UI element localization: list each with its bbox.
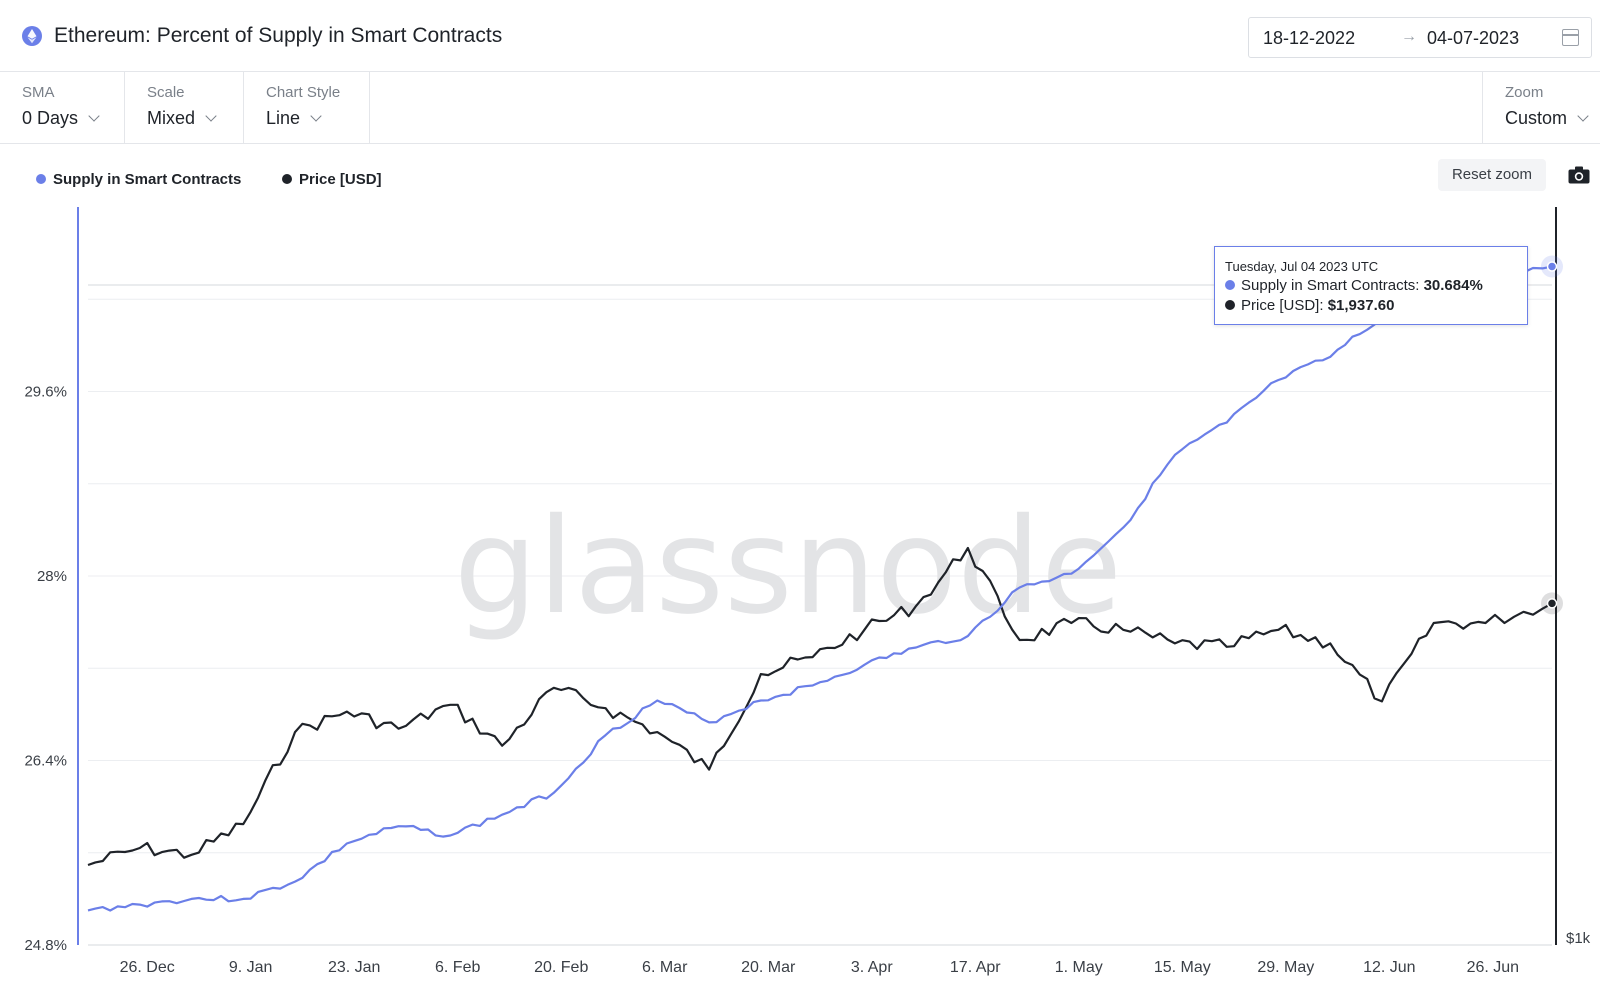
series-line-price [87,546,1553,867]
sma-label: SMA [22,84,55,101]
sma-select[interactable]: SMA 0 Days [0,72,125,144]
x-tick-label: 6. Feb [435,959,480,976]
zoom-label: Zoom [1505,84,1544,101]
y-tick-label-left: 26.4% [24,753,67,770]
x-tick-label: 29. May [1257,959,1314,976]
price-marker [1546,598,1558,609]
supply-marker [1546,261,1558,272]
tooltip-supply-label: Supply in Smart Contracts: [1241,277,1420,294]
series-line-supply [87,265,1553,912]
y-tick-label-left: 24.8% [24,937,67,954]
sma-value-wrap[interactable]: 0 Days [22,108,100,129]
watermark: glassnode [454,490,1122,644]
date-from-input[interactable]: 18-12-2022 [1263,28,1356,48]
chart-axes [77,207,1557,946]
chart-header: Ethereum: Percent of Supply in Smart Con… [0,0,1600,72]
zoom-select[interactable]: Zoom Custom [1482,72,1600,144]
x-tick-label: 3. Apr [851,959,893,976]
reset-zoom-button[interactable]: Reset zoom [1438,159,1546,191]
x-tick-label: 15. May [1154,959,1211,976]
x-tick-label: 9. Jan [229,959,273,976]
legend-label-supply: Supply in Smart Contracts [53,171,242,188]
scale-label: Scale [147,84,185,101]
page-title: Ethereum: Percent of Supply in Smart Con… [54,24,503,47]
y-tick-label-left: 29.6% [24,384,67,401]
hover-markers [1541,255,1563,615]
chart-style-select[interactable]: Chart Style Line [244,72,370,144]
x-tick-label: 26. Jun [1467,959,1519,976]
x-tick-label: 6. Mar [642,959,688,976]
ethereum-icon [22,26,42,46]
x-tick-label: 26. Dec [120,959,175,976]
zoom-value: Custom [1505,108,1568,128]
x-tick-label: 23. Jan [328,959,380,976]
date-range-picker[interactable]: 18-12-2022 → 04-07-2023 [1248,17,1592,58]
x-tick-label: 17. Apr [950,959,1001,976]
calendar-icon[interactable] [1562,29,1579,46]
legend-dot-price [282,174,292,184]
tooltip-date: Tuesday, Jul 04 2023 UTC [1225,259,1379,274]
sma-value: 0 Days [22,108,79,128]
x-tick-label: 12. Jun [1363,959,1415,976]
x-tick-label: 20. Feb [534,959,588,976]
x-tick-label: 20. Mar [741,959,796,976]
chart-series [87,265,1553,912]
x-axis-ticks: 26. Dec 9. Jan 23. Jan 6. Feb 20. Feb 6. Mar 2… [120,959,1520,976]
scale-value-wrap[interactable]: Mixed [147,108,217,129]
legend-label-price: Price [USD] [299,171,382,188]
camera-icon[interactable] [1568,166,1590,184]
tooltip-price-value: $1,937.60 [1327,297,1395,314]
y-tick-label-left: 28% [37,568,67,585]
chart-style-value: Line [266,108,301,128]
scale-select[interactable]: Scale Mixed [125,72,244,144]
y-axis-ticks: 24.8% 26.4% 28% 29.6% $1k [24,384,1590,955]
chart-controls: SMA 0 Days Scale Mixed Chart Style Line … [0,72,1600,144]
legend-item-supply[interactable]: Supply in Smart Contracts [36,171,241,188]
chart-tooltip: Tuesday, Jul 04 2023 UTC Supply in Smart… [1214,246,1528,325]
chart-style-value-wrap[interactable]: Line [266,108,322,129]
zoom-value-wrap[interactable]: Custom [1505,108,1589,129]
tooltip-price-label: Price [USD]: [1241,297,1324,314]
tooltip-row-supply: Supply in Smart Contracts: 30.684% [1225,277,1483,294]
tooltip-supply-value: 30.684% [1423,277,1483,294]
legend-dot-supply [36,174,46,184]
tooltip-dot-supply [1225,280,1235,290]
scale-value: Mixed [147,108,196,128]
chart-style-label: Chart Style [266,84,341,101]
x-tick-label: 1. May [1055,959,1103,976]
date-to-input[interactable]: 04-07-2023 [1427,28,1520,48]
arrow-right-icon: → [1401,28,1417,45]
y-tick-label-right: $1k [1566,930,1591,947]
legend-item-price[interactable]: Price [USD] [282,171,382,188]
tooltip-row-price: Price [USD]: $1,937.60 [1225,297,1394,314]
tooltip-dot-price [1225,300,1235,310]
